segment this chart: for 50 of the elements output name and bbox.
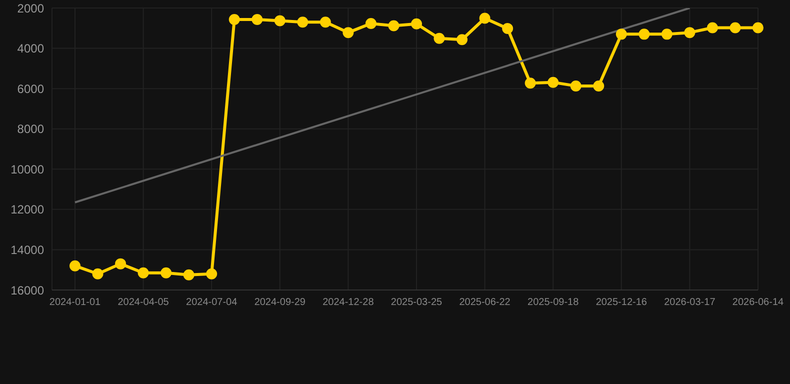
point xyxy=(183,269,194,280)
point xyxy=(524,78,536,89)
point xyxy=(206,268,218,280)
x-tick-label: 2025-03-25 xyxy=(390,297,443,308)
x-tick-label: 2024-01-01 xyxy=(49,297,102,308)
point xyxy=(730,22,741,34)
x-tick-label: 2024-04-05 xyxy=(118,297,170,308)
point xyxy=(456,34,468,46)
point xyxy=(684,27,696,38)
point xyxy=(638,28,650,40)
x-tick-label: 2026-06-14 xyxy=(732,297,784,308)
point xyxy=(252,14,263,25)
y-tick-label: 14000 xyxy=(10,242,44,257)
point xyxy=(297,16,308,28)
y-tick-label: 8000 xyxy=(17,122,44,136)
point xyxy=(752,22,764,34)
point xyxy=(661,28,672,40)
point xyxy=(479,12,490,24)
point xyxy=(342,27,354,38)
point xyxy=(411,18,422,30)
point xyxy=(228,14,240,25)
point xyxy=(274,15,286,26)
y-tick-label: 16000 xyxy=(10,283,44,298)
x-tick-label: 2024-09-29 xyxy=(254,297,306,308)
point xyxy=(70,260,80,272)
x-tick-label: 2024-07-04 xyxy=(186,297,238,308)
point xyxy=(160,267,172,278)
point xyxy=(570,80,582,92)
x-tick-label: 2025-09-18 xyxy=(528,297,580,308)
point xyxy=(365,18,376,30)
point xyxy=(320,16,331,28)
point xyxy=(616,28,627,40)
y-tick-label: 4000 xyxy=(17,42,44,56)
point xyxy=(388,20,400,32)
x-tick-label: 2026-03-17 xyxy=(664,297,716,308)
y-tick-label: 6000 xyxy=(17,82,44,96)
point xyxy=(593,80,604,92)
x-tick-label: 2025-06-22 xyxy=(459,297,511,308)
point xyxy=(502,23,514,34)
x-tick-label: 2024-12-28 xyxy=(322,297,374,308)
point xyxy=(92,268,104,280)
point xyxy=(548,76,559,88)
y-tick-label: 2000 xyxy=(17,1,44,16)
point xyxy=(706,22,718,34)
y-tick-label: 10000 xyxy=(10,162,44,176)
point xyxy=(115,258,126,270)
y-tick-label: 12000 xyxy=(10,202,44,217)
point xyxy=(138,267,149,278)
point xyxy=(434,32,445,44)
x-tick-label: 2025-12-16 xyxy=(596,297,648,308)
